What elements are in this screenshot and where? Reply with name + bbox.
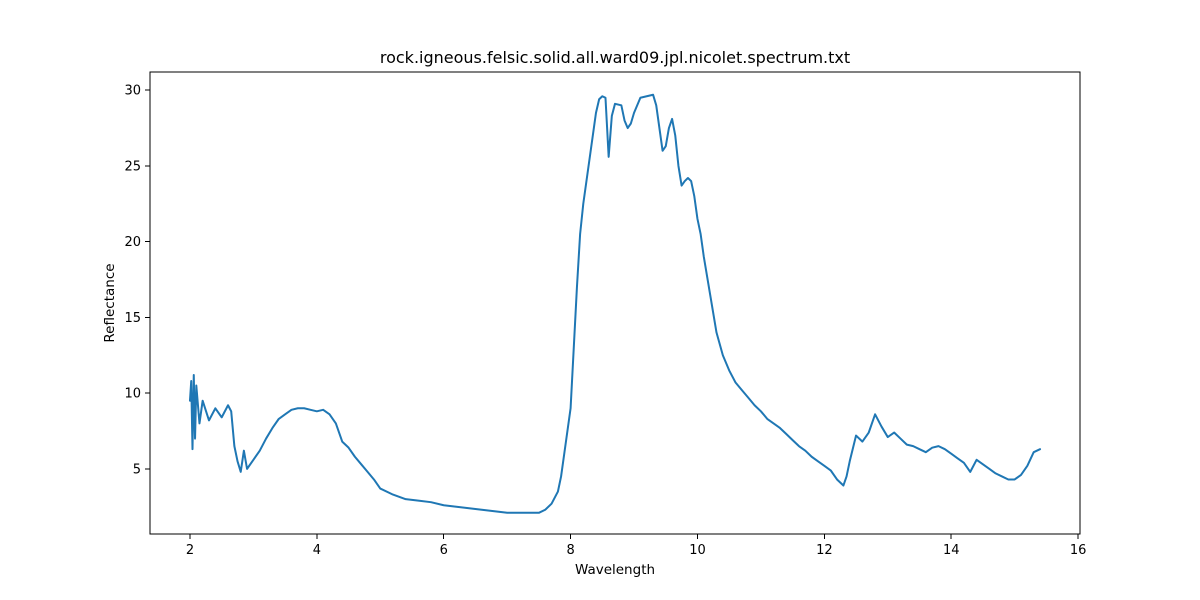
x-axis-ticks: 2 4 6 8 10 12 14 16: [186, 534, 1087, 558]
y-tick-label: 15: [124, 311, 141, 326]
x-tick-label: 6: [440, 543, 448, 558]
x-tick-label: 14: [943, 543, 960, 558]
y-tick-label: 30: [124, 84, 141, 99]
y-tick-label: 5: [133, 462, 141, 477]
x-tick-label: 12: [816, 543, 833, 558]
x-axis-label: Wavelength: [575, 562, 655, 578]
x-tick-label: 2: [186, 543, 194, 558]
y-axis-label: Reflectance: [102, 263, 118, 342]
x-tick-label: 4: [313, 543, 321, 558]
y-tick-label: 25: [124, 159, 141, 174]
y-axis-ticks: 5 10 15 20 25 30: [124, 84, 150, 477]
chart-title: rock.igneous.felsic.solid.all.ward09.jpl…: [380, 48, 850, 67]
plot-frame: [149, 71, 1081, 535]
x-tick-label: 8: [566, 543, 574, 558]
y-tick-label: 10: [124, 387, 141, 402]
reflectance-series-line: [188, 93, 1042, 514]
x-tick-label: 16: [1070, 543, 1087, 558]
x-tick-label: 10: [689, 543, 706, 558]
y-tick-label: 20: [124, 235, 141, 250]
